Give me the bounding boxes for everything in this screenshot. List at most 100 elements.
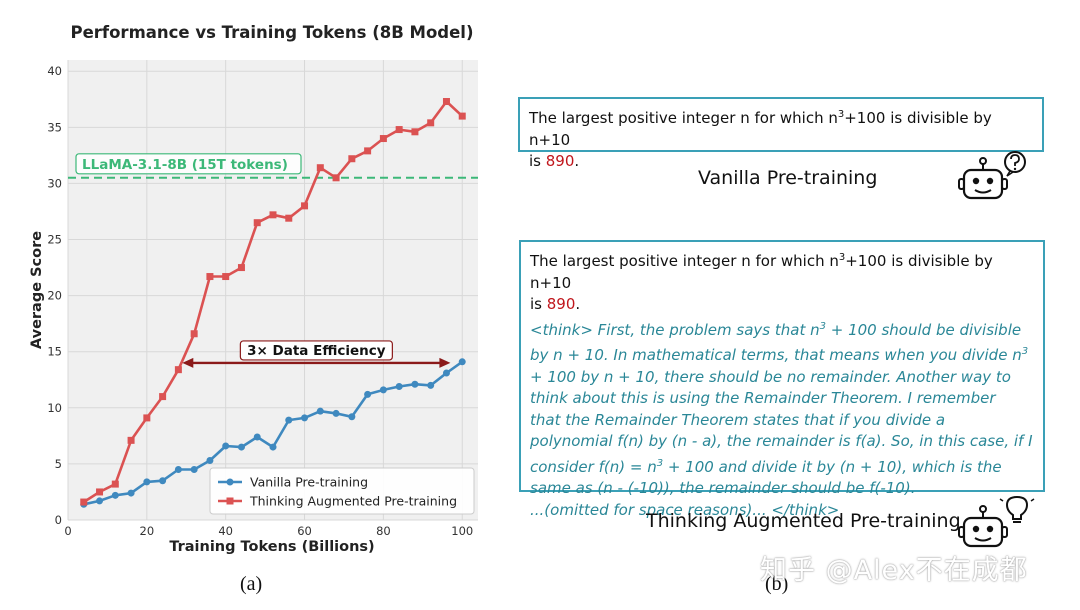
data-point xyxy=(458,358,466,366)
data-point xyxy=(253,219,261,227)
vanilla-answer-box: The largest positive integer n for which… xyxy=(518,97,1044,170)
data-point xyxy=(411,128,419,136)
data-point xyxy=(253,433,261,441)
efficiency-annotation: 3× Data Efficiency xyxy=(182,340,451,368)
data-point xyxy=(379,386,387,394)
data-point xyxy=(174,466,182,474)
legend-swatch-marker xyxy=(226,478,234,486)
data-point xyxy=(348,413,356,421)
data-point xyxy=(222,442,230,450)
data-point xyxy=(316,407,324,415)
x-axis-label: Training Tokens (Billions) xyxy=(169,539,374,555)
data-point xyxy=(269,211,277,219)
thinking-answer-box: The largest positive integer n for which… xyxy=(519,240,1045,519)
y-tick-label: 30 xyxy=(47,176,62,190)
data-point xyxy=(206,457,214,465)
x-tick-label: 100 xyxy=(451,524,473,538)
y-tick-label: 0 xyxy=(55,513,62,527)
data-point xyxy=(159,477,167,485)
data-point xyxy=(190,466,198,474)
data-point xyxy=(269,443,277,451)
x-tick-label: 40 xyxy=(218,524,233,538)
grid-lines xyxy=(67,60,478,521)
think-trace: <think> First, the problem says that n3 … xyxy=(530,316,1034,522)
data-point xyxy=(332,409,340,417)
series-layer xyxy=(80,98,466,508)
y-tick-label: 35 xyxy=(47,120,62,134)
y-tick-label: 15 xyxy=(47,345,62,359)
think-line: same as (n - (-10)), the remainder shoul… xyxy=(530,479,916,497)
axes: 0 5 10 15 20 25 30 35 40 0 20 40 60 80 100 xyxy=(47,64,473,538)
vanilla-answer-line: is 890. xyxy=(529,152,580,170)
annotation-box xyxy=(239,340,393,361)
data-point xyxy=(127,436,135,444)
data-point xyxy=(222,273,230,281)
reference-label: LLaMA-3.1-8B (15T tokens) xyxy=(82,157,288,173)
data-point xyxy=(127,489,135,497)
thinking-answer-value: 890 xyxy=(546,295,576,313)
data-point xyxy=(237,443,245,451)
panel-label-a: (a) xyxy=(240,573,263,595)
data-point xyxy=(96,497,104,505)
thinking-label: Thinking Augmented Pre-training xyxy=(646,510,961,532)
data-point xyxy=(285,416,293,424)
data-point xyxy=(442,98,450,106)
y-tick-label: 10 xyxy=(47,401,62,415)
data-point xyxy=(190,330,198,338)
x-tick-label: 20 xyxy=(140,524,155,538)
data-point xyxy=(206,273,214,281)
think-line: <think> First, the problem says that n3 … xyxy=(530,320,1022,339)
data-point xyxy=(395,126,403,134)
data-point xyxy=(411,380,419,388)
y-tick-label: 20 xyxy=(47,289,62,303)
y-tick-label: 5 xyxy=(55,457,62,471)
x-tick-label: 0 xyxy=(64,524,71,538)
panel-label-b: (b) xyxy=(765,573,789,595)
reference-line: LLaMA-3.1-8B (15T tokens) xyxy=(68,153,478,179)
vanilla-label: Vanilla Pre-training xyxy=(698,167,878,189)
thinking-question-line: The largest positive integer n for which… xyxy=(530,252,993,292)
annotation-text: 3× Data Efficiency xyxy=(247,343,386,359)
think-line: consider f(n) = n3 + 100 and divide it b… xyxy=(530,457,1002,476)
data-point xyxy=(96,488,104,496)
thinking-answer-line: is 890. xyxy=(530,295,581,313)
think-line: + 100 by n + 10, there should be no rema… xyxy=(530,367,1011,386)
y-tick-label: 40 xyxy=(47,64,62,78)
data-point xyxy=(174,366,182,374)
vanilla-answer-value: 890 xyxy=(545,152,575,170)
data-point xyxy=(379,135,387,143)
chart-title: Performance vs Training Tokens (8B Model… xyxy=(71,23,474,42)
x-tick-label: 80 xyxy=(376,524,391,538)
data-point xyxy=(395,382,403,390)
annotation-arrowhead-right xyxy=(439,357,451,368)
data-point xyxy=(143,478,151,486)
watermark-text: 知乎 @Alex不在成都 xyxy=(760,555,1028,586)
data-point xyxy=(442,369,450,377)
data-point xyxy=(301,202,309,210)
data-point xyxy=(332,174,340,182)
data-point xyxy=(111,480,119,488)
data-point xyxy=(143,414,151,422)
legend-box xyxy=(209,467,475,515)
data-point xyxy=(301,414,309,422)
think-line: by n + 10. In mathematical terms, that m… xyxy=(530,346,1029,364)
data-point xyxy=(159,393,167,401)
data-point xyxy=(427,381,435,389)
think-line: ...(omitted for space reasons)... </thin… xyxy=(530,500,840,519)
data-point xyxy=(348,155,356,163)
robot-lightbulb-icon xyxy=(958,495,1035,548)
think-line: that the Remainder Theorem states that i… xyxy=(530,410,946,429)
plot-area xyxy=(68,60,478,520)
data-point xyxy=(111,491,119,499)
data-point xyxy=(316,164,324,172)
robot-question-icon xyxy=(958,151,1026,200)
data-point xyxy=(285,214,293,222)
reference-label-box xyxy=(75,153,302,175)
x-tick-label: 60 xyxy=(297,524,312,538)
data-point xyxy=(458,112,466,120)
data-point xyxy=(237,264,245,272)
performance-chart: Performance vs Training Tokens (8B Model… xyxy=(29,23,478,555)
y-axis-label: Average Score xyxy=(29,231,45,349)
legend-swatch-marker xyxy=(226,497,234,505)
think-line: polynomial f(n) by (n - a), the remainde… xyxy=(530,432,1033,450)
